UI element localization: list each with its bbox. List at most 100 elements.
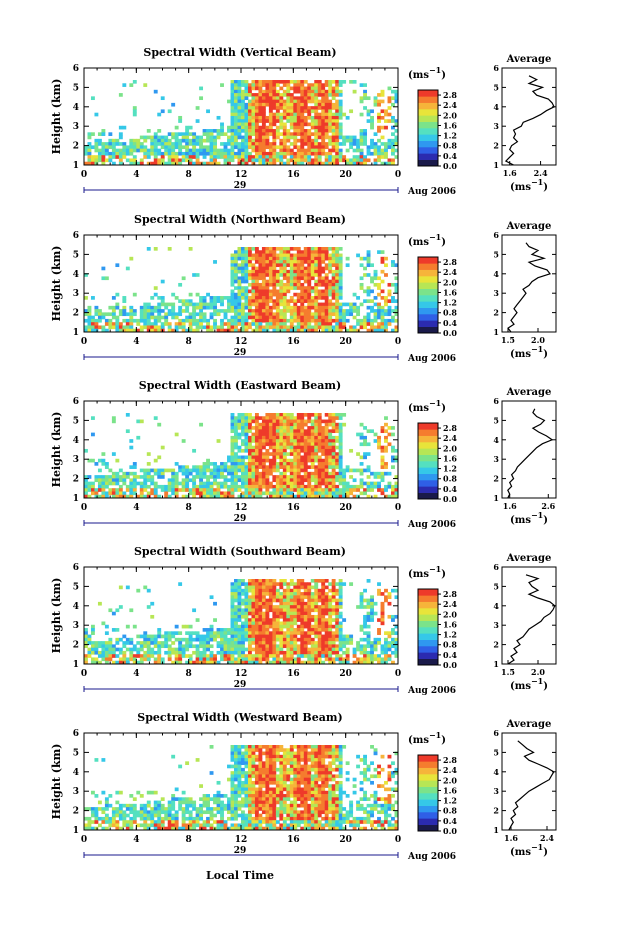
heatmap-cell	[167, 138, 172, 143]
heatmap-cell	[275, 155, 280, 159]
heatmap-cell	[188, 637, 193, 642]
heatmap-cell	[251, 448, 256, 453]
heatmap-cell	[275, 322, 280, 326]
heatmap-cell	[328, 279, 333, 284]
heatmap-cell	[237, 305, 242, 310]
heatmap-cell	[317, 282, 322, 287]
heatmap-cell	[293, 256, 298, 261]
heatmap-cell	[90, 624, 95, 629]
heatmap-cell	[286, 260, 291, 264]
heatmap-cell	[363, 138, 367, 143]
heatmap-cell	[303, 158, 308, 163]
average-y-tick-label: 5	[493, 249, 499, 259]
heatmap-cell	[171, 158, 176, 163]
heatmap-cell	[244, 305, 249, 310]
heatmap-cell	[394, 89, 399, 94]
heatmap-cell	[125, 660, 130, 665]
heatmap-cell	[230, 448, 235, 453]
heatmap-cell	[303, 129, 308, 133]
heatmap-cell	[247, 269, 252, 274]
heatmap-cell	[324, 305, 329, 310]
heatmap-cell	[104, 462, 109, 466]
heatmap-cell	[234, 86, 238, 91]
heatmap-cell	[258, 138, 263, 143]
heatmap-cell	[192, 608, 197, 613]
heatmap-cell	[220, 637, 224, 642]
heatmap-cell	[293, 86, 298, 91]
heatmap-cell	[387, 158, 392, 163]
heatmap-cell	[272, 598, 277, 603]
heatmap-cell	[244, 585, 249, 590]
heatmap-cell	[289, 158, 294, 163]
heatmap-cell	[286, 96, 291, 101]
heatmap-cell	[310, 419, 315, 424]
heatmap-cell	[122, 657, 127, 662]
heatmap-cell	[241, 608, 245, 613]
heatmap-cell	[296, 325, 301, 330]
heatmap-cell	[352, 89, 357, 94]
heatmap-cell	[300, 650, 305, 655]
heatmap-cell	[293, 488, 298, 492]
heatmap-cell	[275, 637, 280, 642]
heatmap-cell	[247, 481, 252, 486]
heatmap-cell	[394, 142, 399, 146]
heatmap-cell	[230, 592, 235, 596]
heatmap-cell	[237, 99, 242, 104]
heatmap-cell	[251, 109, 256, 114]
heatmap-cell	[227, 637, 231, 642]
heatmap-cell	[321, 312, 326, 317]
heatmap-cell	[244, 419, 249, 424]
heatmap-cell	[307, 429, 312, 434]
heatmap-cell	[195, 647, 200, 652]
heatmap-cell	[195, 142, 200, 146]
heatmap-cell	[216, 132, 221, 136]
heatmap-cell	[199, 96, 204, 101]
heatmap-cell	[230, 484, 235, 489]
heatmap-cell	[206, 475, 210, 479]
heatmap-cell	[384, 263, 388, 268]
heatmap-cell	[335, 458, 340, 463]
heatmap-cell	[199, 305, 204, 310]
heatmap-cell	[303, 494, 308, 499]
heatmap-cell	[84, 660, 88, 665]
heatmap-cell	[115, 138, 120, 143]
heatmap-cell	[296, 644, 301, 649]
heatmap-cell	[314, 260, 319, 264]
heatmap-cell	[268, 155, 273, 159]
heatmap-cell	[195, 657, 200, 662]
heatmap-cell	[279, 119, 284, 123]
heatmap-cell	[237, 605, 242, 609]
heatmap-cell	[129, 647, 134, 652]
heatmap-cell	[303, 292, 308, 297]
heatmap-cell	[265, 641, 270, 645]
heatmap-cell	[206, 135, 210, 140]
heatmap-cell	[265, 145, 270, 150]
heatmap-cell	[241, 279, 245, 284]
heatmap-cell	[321, 129, 326, 133]
heatmap-cell	[234, 442, 238, 447]
heatmap-cell	[293, 109, 298, 114]
heatmap-cell	[227, 299, 231, 303]
heatmap-cell	[153, 155, 158, 159]
heatmap-cell	[216, 115, 221, 120]
heatmap-cell	[366, 109, 371, 114]
heatmap-cell	[335, 129, 340, 133]
heatmap-cell	[261, 96, 266, 101]
heatmap-cell	[317, 442, 322, 447]
heatmap-cell	[338, 435, 343, 440]
heatmap-cell	[296, 109, 301, 114]
heatmap-cell	[206, 328, 210, 333]
heatmap-cell	[321, 119, 326, 123]
heatmap-cell	[279, 426, 284, 430]
heatmap-cell	[282, 481, 287, 486]
heatmap-cell	[254, 588, 259, 593]
heatmap-cell	[164, 491, 169, 496]
heatmap-cell	[209, 148, 214, 153]
heatmap-cell	[244, 647, 249, 652]
heatmap-cell	[261, 266, 266, 271]
heatmap-cell	[338, 132, 343, 136]
heatmap-cell	[282, 413, 287, 417]
heatmap-cell	[244, 161, 249, 166]
colorbar-tick-label: 2.8	[443, 257, 457, 267]
heatmap-cell	[261, 256, 266, 261]
